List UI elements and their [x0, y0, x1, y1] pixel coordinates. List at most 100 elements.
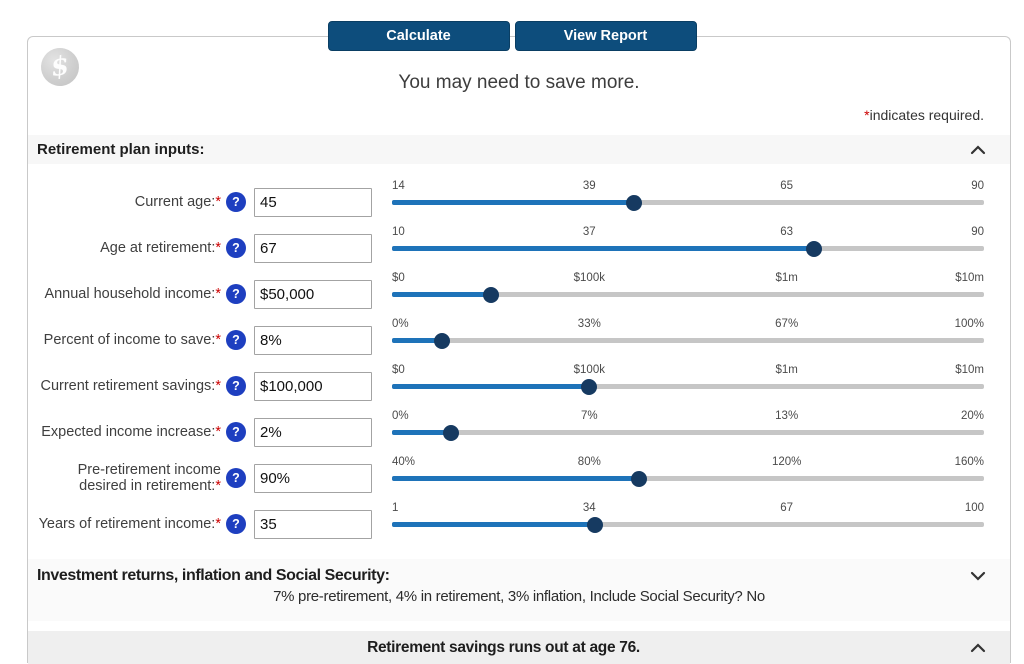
result-section-header[interactable]: Retirement savings runs out at age 76. [28, 631, 1010, 664]
help-icon[interactable]: ? [226, 330, 246, 350]
required-asterisk: * [215, 285, 221, 302]
slider-rail[interactable] [392, 378, 984, 395]
view-report-button[interactable]: View Report [514, 21, 697, 51]
help-icon[interactable]: ? [226, 284, 246, 304]
current-retirement-savings-input[interactable] [254, 371, 372, 401]
slider-tick-min: 0% [392, 410, 409, 422]
required-asterisk: * [215, 331, 221, 348]
years-of-retirement-income-input[interactable] [254, 509, 372, 539]
field-group: Current age:* ? [37, 179, 372, 225]
slider-tick-low: 39 [582, 180, 596, 192]
field-label: Pre-retirement income desired in retirem… [77, 461, 221, 494]
slider-fill [392, 522, 596, 527]
percent-of-income-to-save-slider[interactable]: 0% 33% 67% 100% [392, 317, 984, 363]
chevron-up-icon[interactable] [970, 642, 986, 653]
expected-income-increase-input[interactable] [254, 417, 372, 447]
slider-rail[interactable] [392, 286, 984, 303]
slider-tick-min: 40% [392, 456, 416, 468]
slider-thumb[interactable] [587, 516, 604, 533]
pre-retirement-income-desired-input[interactable] [254, 463, 372, 493]
slider-fill [392, 338, 443, 343]
slider-tick-high: 63 [780, 226, 794, 238]
chevron-down-icon[interactable] [970, 571, 986, 581]
assumptions-section: Investment returns, inflation and Social… [28, 559, 1010, 621]
age-at-retirement-input[interactable] [254, 233, 372, 263]
slider-tick-min: 10 [392, 226, 405, 238]
slider-tick-high: 67% [775, 318, 799, 330]
annual-household-income-slider[interactable]: $0 $100k $1m $10m [392, 271, 984, 317]
slider-rail[interactable] [392, 470, 984, 487]
slider-thumb[interactable] [625, 194, 642, 211]
field-label: Years of retirement income:* [38, 515, 221, 532]
inputs-section-title: Retirement plan inputs: [37, 141, 205, 158]
slider-fill [392, 200, 634, 205]
assumptions-section-title: Investment returns, inflation and Social… [37, 567, 390, 584]
slider-fill [392, 246, 815, 251]
current-retirement-savings-slider[interactable]: $0 $100k $1m $10m [392, 363, 984, 409]
help-icon[interactable]: ? [226, 238, 246, 258]
slider-tick-min: $0 [392, 364, 405, 376]
field-group: Pre-retirement income desired in retirem… [37, 455, 372, 501]
slider-fill [392, 292, 491, 297]
slider-tick-min: 0% [392, 318, 409, 330]
slider-rail[interactable] [392, 516, 984, 533]
help-icon[interactable]: ? [226, 422, 246, 442]
slider-tick-max: 90 [971, 180, 984, 192]
help-icon[interactable]: ? [226, 192, 246, 212]
slider-tick-max: $10m [955, 364, 984, 376]
current-age-input[interactable] [254, 187, 372, 217]
slider-tick-low: $100k [573, 364, 605, 376]
current-age-slider[interactable]: 14 39 65 90 [392, 179, 984, 225]
expected-income-increase-slider[interactable]: 0% 7% 13% 20% [392, 409, 984, 455]
pre-retirement-income-desired-slider[interactable]: 40% 80% 120% 160% [392, 455, 984, 501]
field-label: Current retirement savings:* [40, 377, 221, 394]
calculate-button[interactable]: Calculate [327, 21, 510, 51]
assumptions-summary: 7% pre-retirement, 4% in retirement, 3% … [273, 588, 765, 605]
slider-thumb[interactable] [434, 332, 451, 349]
slider-tick-max: $10m [955, 272, 984, 284]
slider-thumb[interactable] [443, 424, 460, 441]
field-group: Percent of income to save:* ? [37, 317, 372, 363]
annual-household-income-input[interactable] [254, 279, 372, 309]
result-bar-title: Retirement savings runs out at age 76. [367, 638, 640, 656]
slider-thumb[interactable] [630, 470, 647, 487]
input-row: Pre-retirement income desired in retirem… [28, 455, 1010, 501]
slider-fill [392, 384, 590, 389]
inputs-section-header[interactable]: Retirement plan inputs: [28, 135, 1010, 164]
slider-fill [392, 430, 452, 435]
input-row: Percent of income to save:* ? 0% 33% 67%… [28, 317, 1010, 363]
slider-tick-low: 33% [577, 318, 601, 330]
age-at-retirement-slider[interactable]: 10 37 63 90 [392, 225, 984, 271]
input-row: Expected income increase:* ? 0% 7% 13% 2… [28, 409, 1010, 455]
slider-tick-high: $1m [775, 272, 798, 284]
field-label: Current age:* [134, 193, 221, 210]
slider-thumb[interactable] [482, 286, 499, 303]
calculator-panel: $ You may need to save more. *indicates … [27, 36, 1011, 664]
help-icon[interactable]: ? [226, 376, 246, 396]
required-asterisk: * [215, 377, 221, 394]
chevron-up-icon[interactable] [970, 144, 986, 155]
slider-tick-low: 37 [582, 226, 596, 238]
slider-rail[interactable] [392, 194, 984, 211]
toolbar: Calculate View Report [0, 21, 1024, 51]
slider-tick-high: $1m [775, 364, 798, 376]
field-group: Years of retirement income:* ? [37, 501, 372, 547]
percent-of-income-to-save-input[interactable] [254, 325, 372, 355]
slider-tick-max: 100 [964, 502, 984, 514]
slider-rail[interactable] [392, 332, 984, 349]
help-icon[interactable]: ? [226, 468, 246, 488]
help-icon[interactable]: ? [226, 514, 246, 534]
required-asterisk: * [864, 107, 870, 123]
slider-rail[interactable] [392, 424, 984, 441]
slider-thumb[interactable] [581, 378, 598, 395]
years-of-retirement-income-slider[interactable]: 1 34 67 100 [392, 501, 984, 547]
slider-tick-max: 90 [971, 226, 984, 238]
slider-rail[interactable] [392, 240, 984, 257]
slider-tick-max: 160% [954, 456, 984, 468]
slider-thumb[interactable] [806, 240, 823, 257]
required-note: *indicates required. [864, 107, 984, 123]
assumptions-section-header[interactable]: Investment returns, inflation and Social… [28, 567, 1010, 585]
field-group: Current retirement savings:* ? [37, 363, 372, 409]
slider-tick-low: 80% [577, 456, 601, 468]
slider-tick-max: 100% [954, 318, 984, 330]
